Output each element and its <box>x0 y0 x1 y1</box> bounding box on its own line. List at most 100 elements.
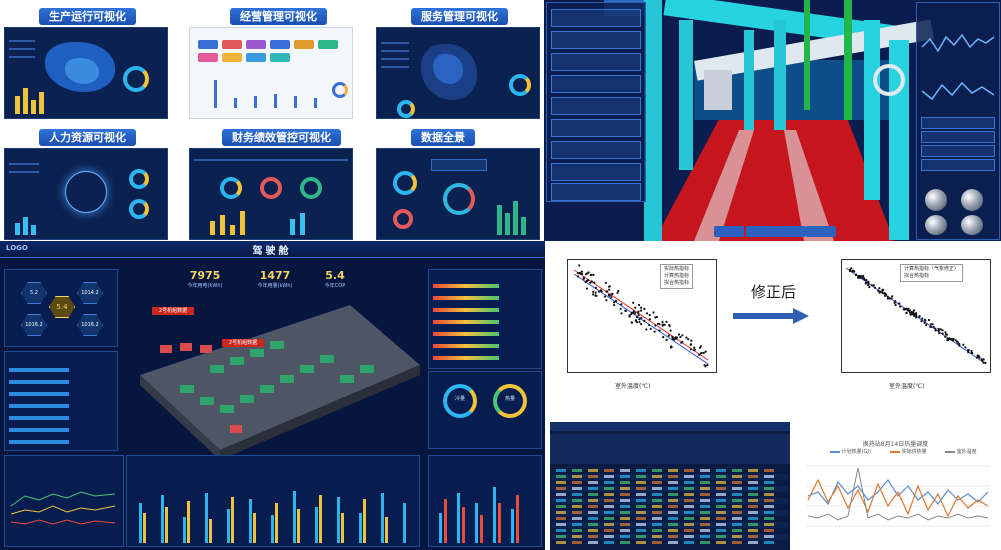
arrow-label: 修正后 <box>751 283 797 301</box>
hex-cell: 5.2 <box>21 282 47 304</box>
table-cell <box>588 481 598 484</box>
scatter-point <box>638 318 641 321</box>
pipe-right-panel <box>916 2 1000 240</box>
data-table-panel <box>550 422 790 550</box>
scatter-point <box>937 327 940 330</box>
pipe-menu-item[interactable] <box>551 183 641 201</box>
table-cell <box>604 493 614 496</box>
table-cell <box>684 511 694 514</box>
scatter-point <box>693 346 696 349</box>
table-cell <box>668 481 678 484</box>
table-row[interactable] <box>552 486 788 492</box>
scatter-point <box>689 348 692 351</box>
cockpit-list-box <box>4 351 118 451</box>
table-cell <box>588 535 598 538</box>
pipe-view-button[interactable] <box>746 226 776 237</box>
pipe-menu-item[interactable] <box>551 9 641 27</box>
scatter-point <box>693 348 696 351</box>
table-row[interactable] <box>552 510 788 516</box>
pipe-3d-view[interactable] <box>544 0 1001 241</box>
scatter-point <box>658 329 661 332</box>
pipe-view-button[interactable] <box>806 226 836 237</box>
tag-data-panorama[interactable]: 数据全景 <box>411 129 475 146</box>
pipe-menu-item[interactable] <box>551 119 641 137</box>
table-row[interactable] <box>552 492 788 498</box>
table-row[interactable] <box>552 480 788 486</box>
scatter-point <box>964 346 967 349</box>
linechart-title: 换热站8月14日热量调度 <box>862 441 929 448</box>
table-cell <box>572 541 582 544</box>
hex-cell: 1016.2 <box>77 314 103 336</box>
pipe-view-button[interactable] <box>776 226 806 237</box>
table-cell <box>684 541 694 544</box>
scatter-right-legend: 计算热指标（气象修正） 拟合热指标 <box>900 264 964 282</box>
legend-temp: 室外温度 <box>945 448 977 455</box>
pipe-menu-item[interactable] <box>551 141 641 159</box>
table-cell <box>556 505 566 508</box>
scatter-point <box>614 299 618 303</box>
scatter-point <box>967 349 970 352</box>
pipe-valve-item[interactable] <box>921 117 995 129</box>
table-cell <box>652 505 662 508</box>
table-row[interactable] <box>552 504 788 510</box>
scatter-point <box>613 304 616 307</box>
table-cell <box>684 505 694 508</box>
table-row[interactable] <box>552 528 788 534</box>
scatter-point <box>689 343 692 346</box>
scatter-point <box>645 312 649 315</box>
scatter-point <box>918 315 921 318</box>
table-row[interactable] <box>552 522 788 528</box>
pipe-valve-item[interactable] <box>921 145 995 157</box>
pipe-view-button[interactable] <box>714 226 744 237</box>
scatter-point <box>852 270 856 273</box>
tag-finance[interactable]: 财务绩效管控可视化 <box>222 129 341 146</box>
table-row[interactable] <box>552 468 788 474</box>
table-row[interactable] <box>552 540 788 546</box>
table-row[interactable] <box>552 534 788 540</box>
table-row[interactable] <box>552 516 788 522</box>
pipe-menu-item[interactable] <box>551 31 641 49</box>
tag-service[interactable]: 服务管理可视化 <box>411 8 508 25</box>
table-row[interactable] <box>552 474 788 480</box>
tag-production[interactable]: 生产运行可视化 <box>39 8 136 25</box>
scatter-point <box>899 305 902 308</box>
legend-fit-right: 拟合热指标 <box>904 273 930 279</box>
scatter-point <box>967 351 970 354</box>
regression-panel: 实际热指标 计算热指标 拟合热指标 室外温度(℃) 修正后 计算热指标（气象修正… <box>545 241 1001 411</box>
table-cell <box>748 541 758 544</box>
tag-hr[interactable]: 人力资源可视化 <box>39 129 136 146</box>
scatter-point <box>580 272 583 275</box>
table-cell <box>668 541 678 544</box>
scatter-point <box>605 299 608 302</box>
scatter-point <box>883 294 887 297</box>
table-cell <box>732 499 742 502</box>
pipe-valve-item[interactable] <box>921 159 995 171</box>
pipe-sphere <box>925 189 947 211</box>
dashboard-montage: 生产运行可视化 经营管理可视化 服务管理可视化 人力资源可视化 财务绩效管控可视… <box>0 0 544 241</box>
thumb-hr <box>4 148 168 240</box>
scatter-point <box>700 351 703 355</box>
scatter-point <box>592 273 595 276</box>
scatter-point <box>619 307 622 310</box>
stat-power-label: 今年用电(kWh) <box>187 283 223 289</box>
scatter-point <box>976 354 979 357</box>
pipe-menu-item[interactable] <box>551 163 641 181</box>
pipe-sphere <box>961 189 983 211</box>
scatter-point <box>872 284 875 287</box>
table-row[interactable] <box>552 498 788 504</box>
scatter-point <box>610 296 613 299</box>
pipe-menu-item[interactable] <box>551 53 641 71</box>
scatter-point <box>640 323 643 326</box>
scatter-point <box>891 295 894 298</box>
tag-operation[interactable]: 经营管理可视化 <box>230 8 327 25</box>
table-cell <box>636 511 646 514</box>
cockpit-bars-box <box>428 269 542 369</box>
pipe-valve-item[interactable] <box>921 131 995 143</box>
scatter-point <box>944 335 947 338</box>
scatter-point <box>648 314 651 317</box>
pipe-menu-item[interactable] <box>551 97 641 115</box>
table-cell <box>636 517 646 520</box>
table-cell <box>732 493 742 496</box>
pipe-menu-item[interactable] <box>551 75 641 93</box>
scatter-point <box>848 268 851 271</box>
